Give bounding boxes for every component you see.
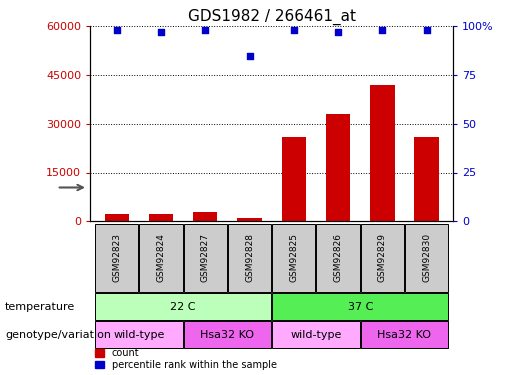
Bar <box>316 224 360 292</box>
Point <box>378 27 386 33</box>
Bar <box>272 321 360 348</box>
Point <box>201 27 210 33</box>
Text: GSM92828: GSM92828 <box>245 233 254 282</box>
Bar <box>326 114 350 221</box>
Point <box>422 27 431 33</box>
Text: genotype/variation: genotype/variation <box>5 330 111 340</box>
Text: GSM92825: GSM92825 <box>289 233 298 282</box>
Bar <box>272 224 316 292</box>
Bar <box>139 224 183 292</box>
Bar <box>183 224 227 292</box>
Bar <box>149 214 173 221</box>
Bar <box>237 218 262 221</box>
Bar <box>95 293 271 320</box>
Point <box>334 29 342 35</box>
Bar <box>415 137 439 221</box>
Text: temperature: temperature <box>5 302 75 312</box>
Point <box>157 29 165 35</box>
Bar <box>360 224 404 292</box>
Bar <box>95 321 183 348</box>
Text: 22 C: 22 C <box>170 302 196 312</box>
Bar <box>228 224 271 292</box>
Text: GSM92830: GSM92830 <box>422 233 431 282</box>
Point <box>113 27 121 33</box>
Text: GSM92824: GSM92824 <box>157 233 165 282</box>
Legend: count, percentile rank within the sample: count, percentile rank within the sample <box>95 348 277 370</box>
Point <box>289 27 298 33</box>
Text: Hsa32 KO: Hsa32 KO <box>200 330 254 340</box>
Bar <box>95 224 139 292</box>
Bar <box>193 213 217 221</box>
Text: 37 C: 37 C <box>348 302 373 312</box>
Text: Hsa32 KO: Hsa32 KO <box>377 330 432 340</box>
Text: GSM92823: GSM92823 <box>112 233 121 282</box>
Bar <box>360 321 449 348</box>
Text: wild-type: wild-type <box>113 330 164 340</box>
Bar <box>105 214 129 221</box>
Text: GSM92826: GSM92826 <box>334 233 342 282</box>
Text: GSM92829: GSM92829 <box>378 233 387 282</box>
Bar <box>405 224 449 292</box>
Text: wild-type: wild-type <box>290 330 341 340</box>
Text: GSM92827: GSM92827 <box>201 233 210 282</box>
Bar <box>183 321 271 348</box>
Bar <box>272 293 449 320</box>
Bar <box>370 85 394 221</box>
Bar <box>282 137 306 221</box>
Title: GDS1982 / 266461_at: GDS1982 / 266461_at <box>187 9 356 25</box>
Point <box>246 53 254 58</box>
